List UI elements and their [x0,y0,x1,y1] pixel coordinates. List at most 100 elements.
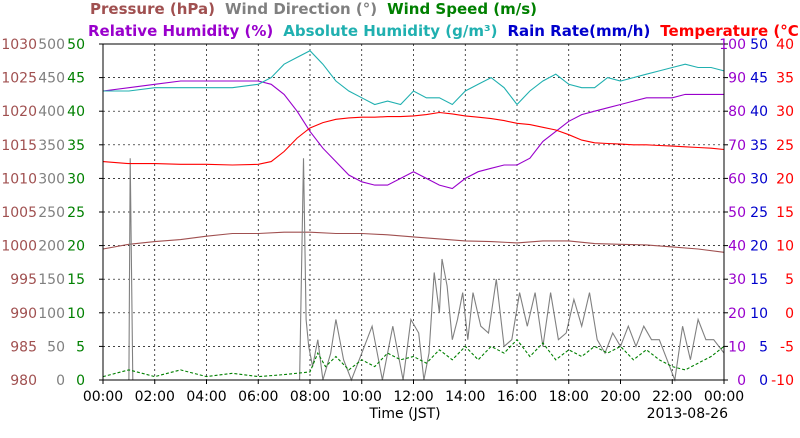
x-tick-label: 04:00 [186,389,226,405]
date-label: 2013-08-26 [647,406,728,422]
rain_rate-tick-label: 50 [750,37,768,53]
temperature-tick-label: 30 [776,104,794,120]
temperature-tick-label: -10 [771,373,794,389]
gridlines [103,44,724,380]
wind_speed-tick-label: 45 [67,71,85,87]
title-row1-item-1: Wind Direction (°) [225,0,377,18]
temperature-tick-label: -5 [780,339,794,355]
humidity-tick-label: 10 [728,339,746,355]
rain_rate-tick-label: 45 [750,71,768,87]
x-tick-label: 06:00 [238,389,278,405]
humidity-tick-label: 50 [728,205,746,221]
x-tick-label: 16:00 [497,389,537,405]
wind_speed-tick-label: 10 [67,306,85,322]
wind_speed-tick-label: 5 [76,339,85,355]
x-tick-label: 08:00 [290,389,330,405]
pressure-tick-label: 1000 [1,239,37,255]
pressure-tick-label: 995 [10,272,37,288]
humidity-tick-label: 70 [728,138,746,154]
humidity-tick-label: 40 [728,239,746,255]
wind_speed-tick-label: 0 [76,373,85,389]
x-tick-label: 14:00 [445,389,485,405]
series-line-4 [103,50,725,106]
rain_rate-tick-label: 10 [750,306,768,322]
series-line-6 [102,111,725,166]
pressure-tick-label: 1015 [1,138,37,154]
chart-title-block: Pressure (hPa) Wind Direction (°) Wind Spe… [88,0,800,40]
rain_rate-tick-label: 15 [750,272,768,288]
series-line-2 [102,338,725,378]
x-tick-label: 18:00 [549,389,589,405]
wind_direction-tick-label: 0 [56,373,65,389]
humidity-tick-label: 90 [728,71,746,87]
title-row2-item-1: Absolute Humidity (g/m³) [283,22,497,40]
x-tick-label: 10:00 [342,389,382,405]
temperature-tick-label: 35 [776,71,794,87]
humidity-tick-label: 80 [728,104,746,120]
temperature-tick-label: 5 [785,272,794,288]
wind_direction-tick-label: 400 [38,104,65,120]
pressure-tick-label: 1010 [1,171,37,187]
humidity-tick-label: 20 [728,306,746,322]
wind_speed-tick-label: 25 [67,205,85,221]
x-tick-label: 00:00 [83,389,123,405]
x-tick-label: 22:00 [652,389,692,405]
wind_speed-tick-label: 15 [67,272,85,288]
rain_rate-tick-label: 20 [750,239,768,255]
wind_direction-tick-label: 350 [38,138,65,154]
x-tick-label: 02:00 [135,389,175,405]
pressure-tick-label: 1025 [1,71,37,87]
wind_direction-tick-label: 250 [38,205,65,221]
rain_rate-tick-label: 5 [759,339,768,355]
title-row-1: Pressure (hPa) Wind Direction (°) Wind Spe… [90,0,537,18]
pressure-tick-label: 985 [10,339,37,355]
temperature-tick-label: 25 [776,138,794,154]
wind_speed-tick-label: 35 [67,138,85,154]
left-axes: 1030102510201015101010051000995990985980… [1,37,103,389]
wind_speed-tick-label: 20 [67,239,85,255]
x-tick-label: 20:00 [600,389,640,405]
wind_direction-tick-label: 150 [38,272,65,288]
wind_speed-tick-label: 50 [67,37,85,53]
wind_direction-tick-label: 100 [38,306,65,322]
rain_rate-tick-label: 35 [750,138,768,154]
humidity-tick-label: 60 [728,171,746,187]
pressure-tick-label: 1030 [1,37,37,53]
rain_rate-tick-label: 40 [750,104,768,120]
x-axis: 00:00 02:00 04:00 06:00 08:00 10:00 12:00 14:00… [83,380,744,405]
x-axis-title: Time (JST) [368,406,440,422]
series-line-3 [102,80,724,190]
wind_direction-tick-label: 50 [47,339,65,355]
temperature-tick-label: 10 [776,239,794,255]
temperature-tick-label: 0 [785,306,794,322]
pressure-tick-label: 1020 [1,104,37,120]
humidity-tick-label: 30 [728,272,746,288]
title-row2-item-0: Relative Humidity (%) [88,22,273,40]
title-row2-item-3: Temperature (°C) [660,22,800,40]
pressure-tick-label: 990 [10,306,37,322]
rain_rate-tick-label: 0 [759,373,768,389]
title-row2-item-2: Rain Rate(mm/h) [507,22,650,40]
wind_speed-tick-label: 30 [67,171,85,187]
wind_direction-tick-label: 300 [38,171,65,187]
title-row1-item-0: Pressure (hPa) [90,0,215,18]
series-line-0 [102,231,725,253]
wind_direction-tick-label: 500 [38,37,65,53]
wind_direction-tick-label: 450 [38,71,65,87]
humidity-tick-label: 0 [737,373,746,389]
humidity-tick-label: 100 [719,37,746,53]
x-tick-label: 12:00 [393,389,433,405]
rain_rate-tick-label: 30 [750,171,768,187]
temperature-tick-label: 20 [776,171,794,187]
wind_direction-tick-label: 200 [38,239,65,255]
rain_rate-tick-label: 25 [750,205,768,221]
right-axes: 1009080706050403020100504540353025201510… [719,37,794,389]
wind_speed-tick-label: 40 [67,104,85,120]
temperature-tick-label: 40 [776,37,794,53]
pressure-tick-label: 1005 [1,205,37,221]
temperature-tick-label: 15 [776,205,794,221]
title-row-2: Relative Humidity (%) Absolute Humidity (… [88,22,800,40]
pressure-tick-label: 980 [10,373,37,389]
